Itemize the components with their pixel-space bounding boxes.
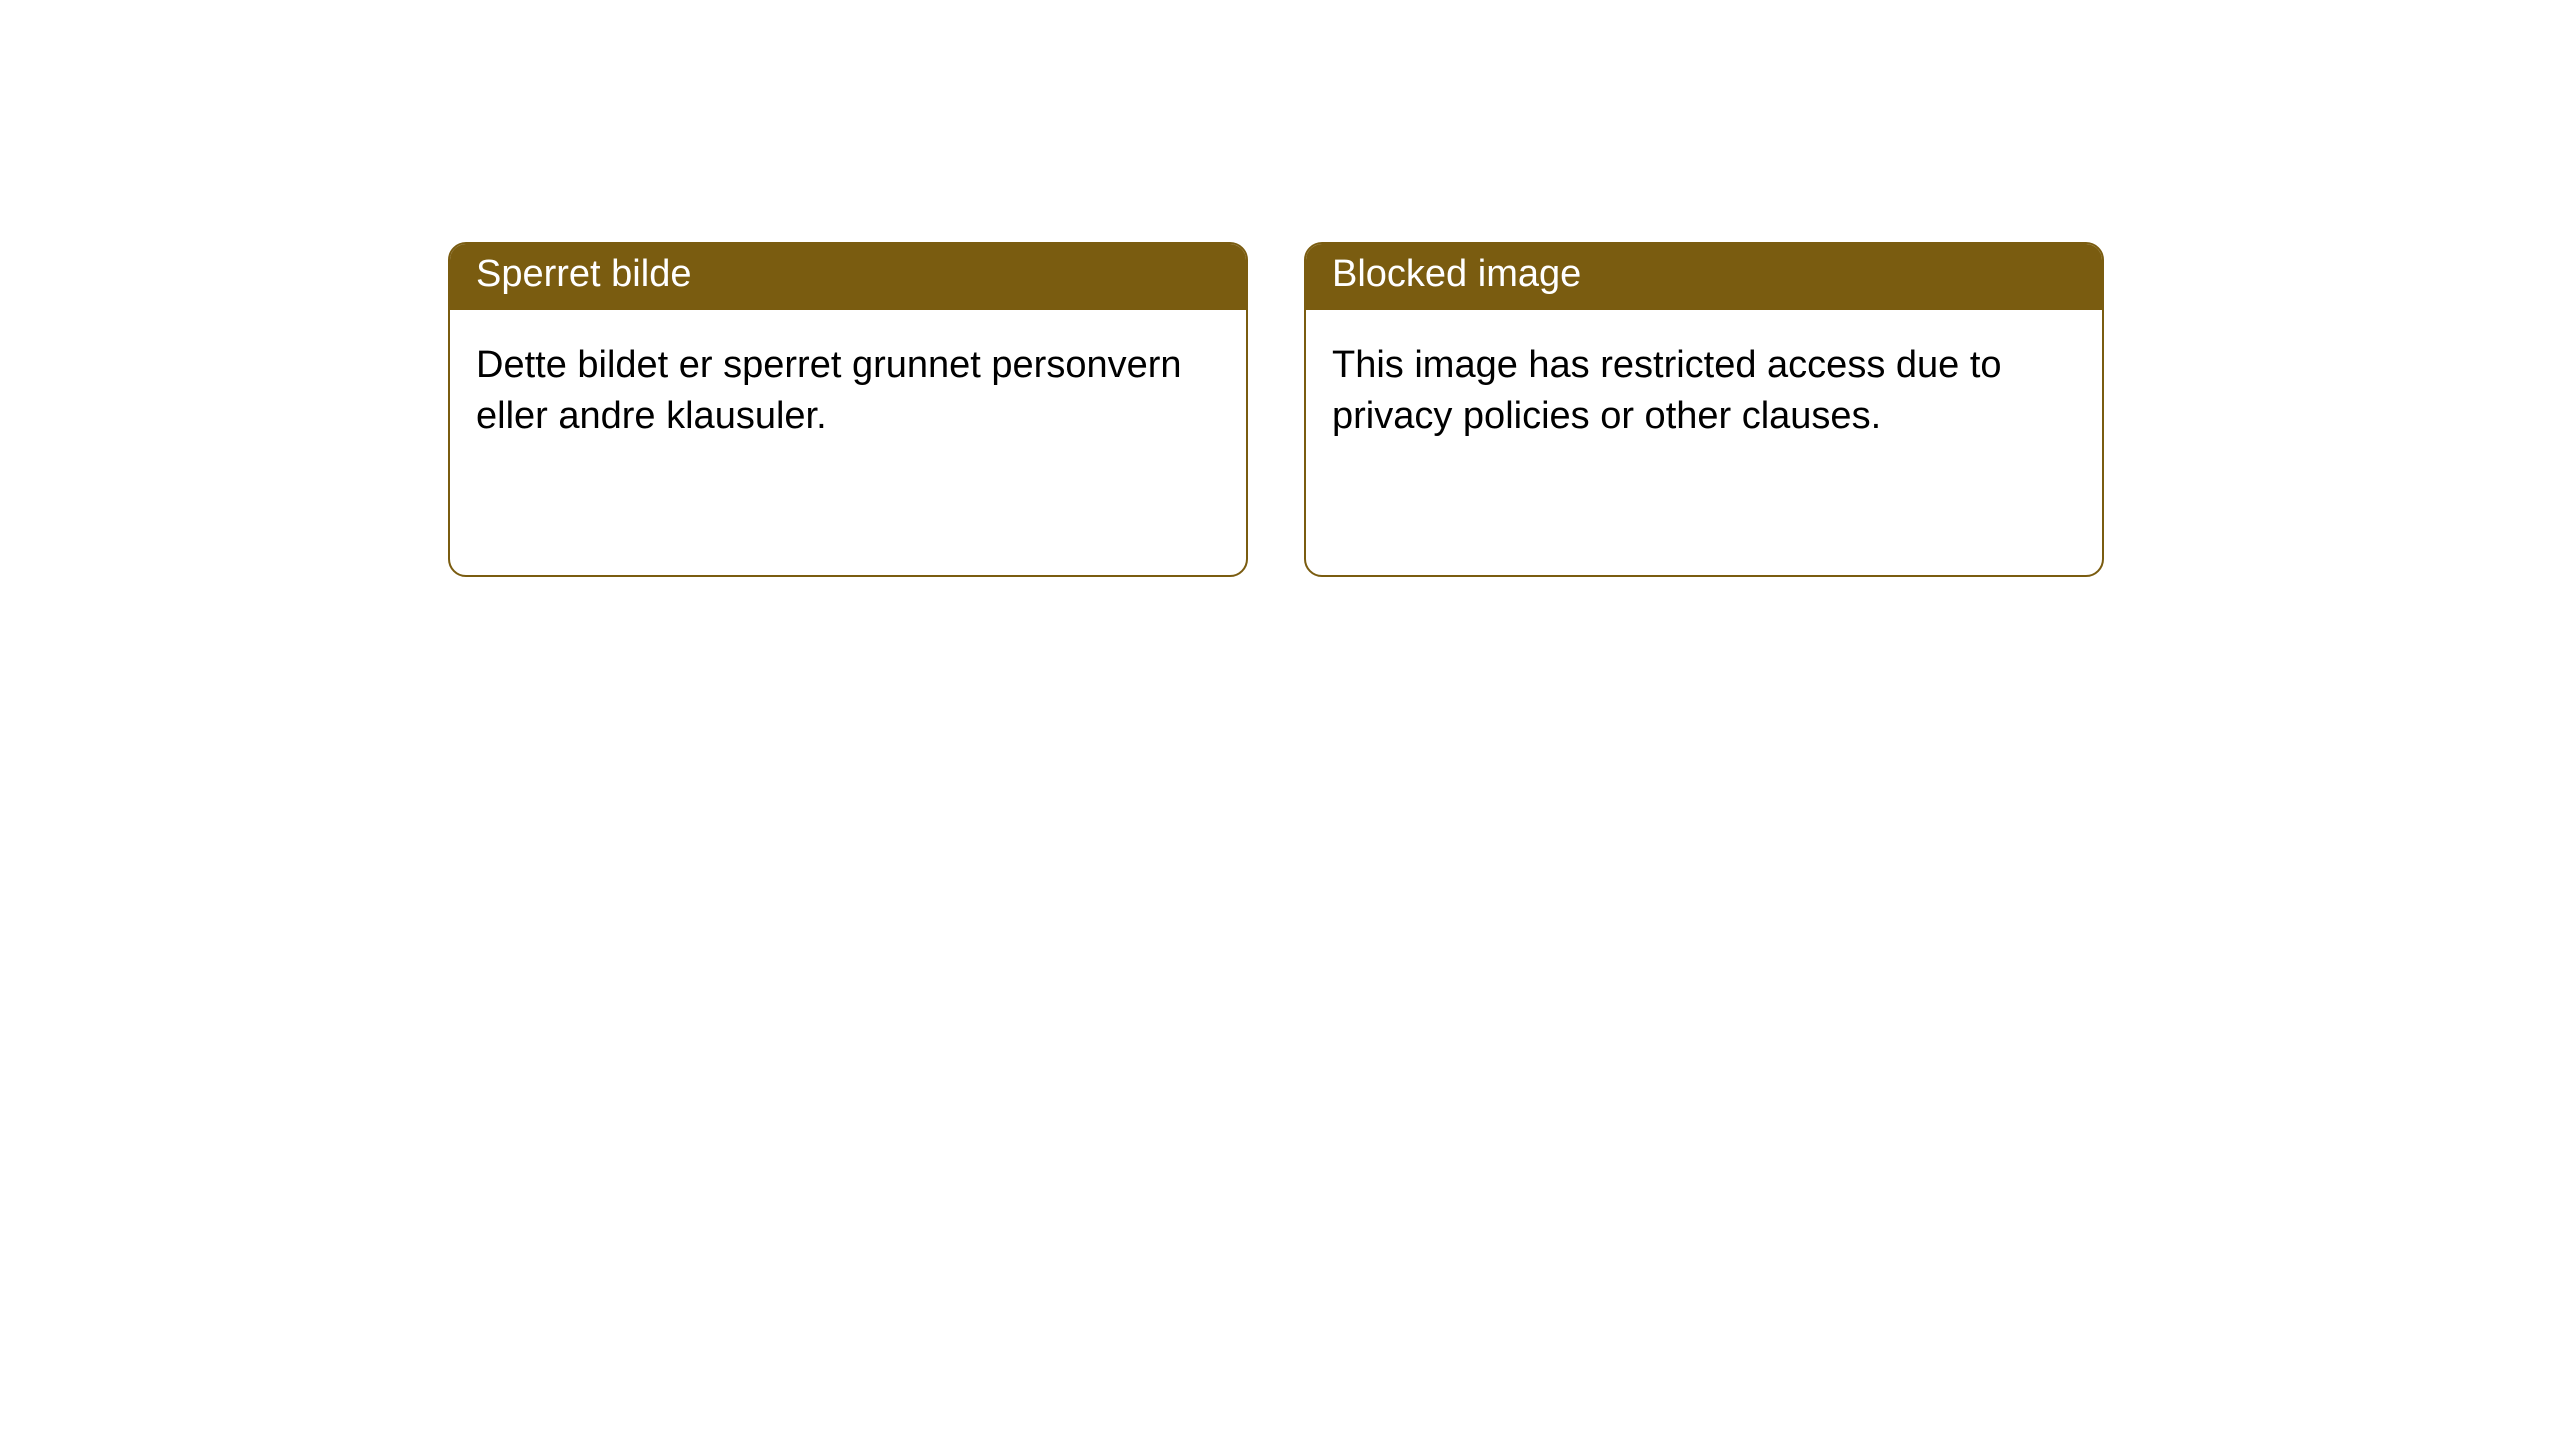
card-body: Dette bildet er sperret grunnet personve… (450, 310, 1246, 473)
card-body: This image has restricted access due to … (1306, 310, 2102, 473)
card-title: Sperret bilde (450, 244, 1246, 310)
card-title: Blocked image (1306, 244, 2102, 310)
cards-container: Sperret bilde Dette bildet er sperret gr… (0, 0, 2560, 577)
blocked-image-card-no: Sperret bilde Dette bildet er sperret gr… (448, 242, 1248, 577)
blocked-image-card-en: Blocked image This image has restricted … (1304, 242, 2104, 577)
